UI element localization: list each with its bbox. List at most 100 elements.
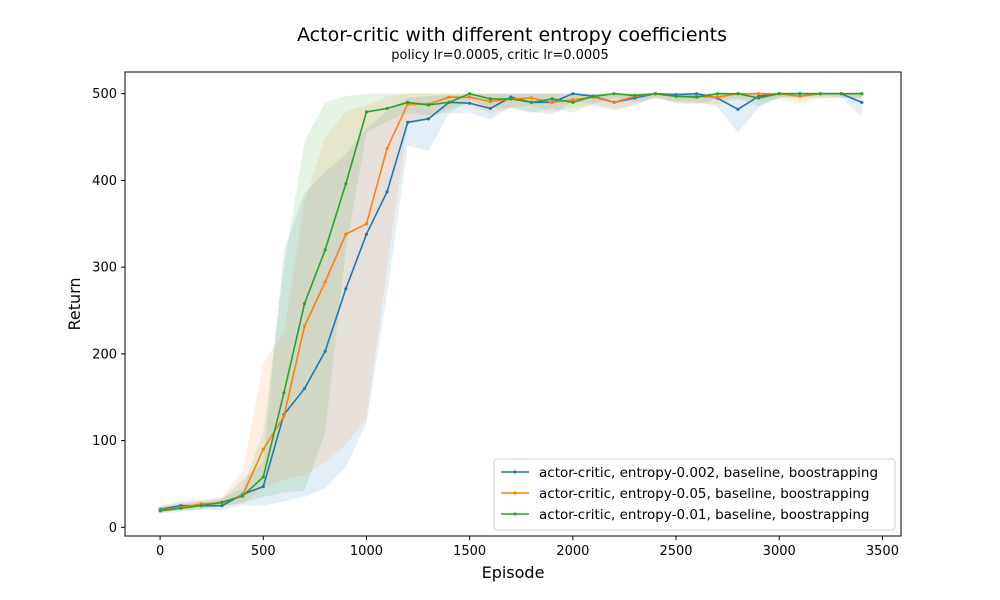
data-point [757,92,761,96]
data-point [323,349,327,353]
data-point [839,92,843,96]
data-point [344,182,348,186]
legend-label-1: actor-critic, entropy-0.002, baseline, b… [539,465,878,481]
data-point [653,92,658,96]
legend-box [493,458,896,531]
data-point [757,96,761,100]
confidence-band-2 [160,93,862,513]
data-point [302,324,307,328]
data-point [261,475,265,479]
data-point [385,190,389,194]
data-point [220,500,224,504]
data-point [612,100,616,104]
data-point [529,96,534,100]
data-point [261,447,265,451]
confidence-bands [160,93,862,514]
y-tick-label: 100 [92,434,117,449]
data-point [179,506,183,510]
legend-marker-1 [513,470,517,474]
data-point [550,100,554,104]
x-tick-label: 0 [156,544,164,559]
y-tick-label: 200 [92,347,117,362]
confidence-band-3 [160,93,862,514]
x-tick-label: 3500 [866,544,899,559]
data-point [488,97,492,101]
data-point [364,232,369,236]
y-tick-label: 300 [92,261,117,276]
legend-label-3: actor-critic, entropy-0.01, baseline, bo… [539,507,869,523]
data-point [447,95,451,99]
data-point [199,504,203,508]
data-point [736,107,740,111]
y-axis-label: Return [65,277,84,330]
data-point [302,301,307,306]
data-point [798,94,802,98]
data-point [571,92,575,96]
confidence-band-1 [160,93,862,513]
data-point [818,92,823,96]
data-point [426,103,430,107]
data-point [344,287,348,291]
data-point [426,117,430,121]
data-point [529,100,534,104]
data-point [406,120,410,124]
data-point [715,92,719,96]
y-axis-ticks: 0 100 200 300 400 500 [92,87,125,536]
data-point [241,494,245,498]
data-point [695,92,699,96]
data-point [323,248,327,252]
x-tick-label: 500 [251,544,276,559]
data-point [674,94,678,98]
chart-subtitle: policy lr=0.0005, critic lr=0.0005 [391,48,608,63]
data-point [261,484,265,489]
data-point [612,92,616,96]
data-point [860,100,864,104]
data-point [385,146,389,150]
legend-marker-3 [513,512,517,516]
data-point [571,98,575,102]
data-point [158,509,162,513]
series-lines [158,92,864,513]
data-point [364,110,369,114]
chart-legend: actor-critic, entropy-0.002, baseline, b… [493,458,896,531]
x-axis-label: Episode [482,563,545,582]
legend-label-2: actor-critic, entropy-0.05, baseline, bo… [539,486,869,502]
data-point [860,92,864,96]
data-point [550,97,554,101]
data-point [488,106,492,111]
x-axis-ticks: 0 500 1000 1500 2000 2500 3000 3500 [156,536,899,559]
legend-marker-2 [513,491,517,495]
x-tick-label: 2000 [556,544,589,559]
chart-title: Actor-critic with different entropy coef… [297,24,727,46]
data-point [777,92,781,96]
data-point [715,95,719,99]
data-point [798,92,802,96]
data-point [385,106,389,111]
data-point [468,95,472,99]
data-point [488,99,492,104]
data-point [509,97,513,101]
x-tick-label: 3000 [763,544,796,559]
data-point [591,94,596,98]
x-tick-label: 2500 [659,544,692,559]
data-point [736,92,740,96]
data-point [282,414,286,418]
data-point [571,100,575,104]
data-point [364,222,369,226]
data-point [344,232,348,236]
data-point [695,95,699,99]
data-point [302,386,307,391]
data-point [323,280,327,284]
data-point [406,100,410,104]
plot-frame [124,71,902,537]
data-point [468,92,472,96]
data-point [633,93,637,98]
data-point [468,101,472,105]
x-tick-label: 1500 [453,544,486,559]
x-tick-label: 1000 [350,544,383,559]
data-point [447,100,451,104]
data-point [220,504,224,508]
y-tick-label: 400 [92,174,117,189]
data-point [282,391,286,395]
